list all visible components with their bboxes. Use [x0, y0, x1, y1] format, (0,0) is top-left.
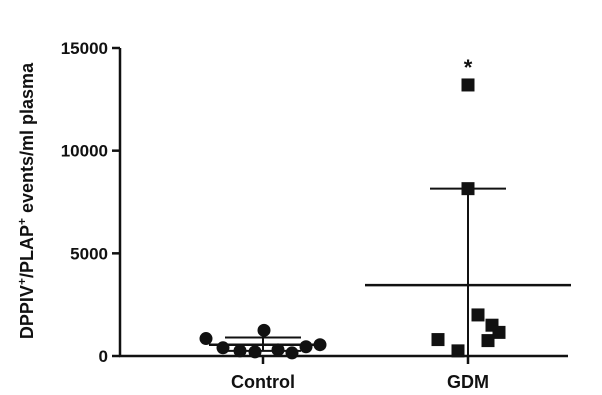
axes	[118, 48, 568, 358]
group-control	[199, 323, 327, 360]
annotations: *	[464, 55, 473, 80]
y-tick-label: 5000	[70, 244, 108, 263]
y-axis-title-part: /PLAP	[17, 225, 37, 278]
y-tick-label: 10000	[61, 142, 108, 161]
y-tick-label: 15000	[61, 39, 108, 58]
data-point	[461, 182, 475, 196]
data-marks	[199, 78, 571, 360]
y-axis-title-part: DPPIV	[17, 285, 37, 339]
y-ticks: 0 5000 10000 15000	[61, 39, 120, 366]
data-point	[471, 308, 485, 322]
data-point	[271, 343, 285, 357]
y-axis-title-part: events/ml plasma	[17, 62, 37, 218]
data-point	[313, 338, 327, 352]
group-gdm	[365, 78, 571, 358]
significance-marker: *	[464, 55, 473, 80]
y-axis-title-part: +	[15, 218, 29, 225]
data-point	[257, 323, 271, 337]
data-point	[492, 325, 506, 339]
y-axis-title-part: +	[15, 278, 29, 285]
data-point	[299, 340, 313, 354]
data-point	[216, 341, 230, 355]
y-tick-label: 0	[99, 347, 108, 366]
y-axis-title-text: DPPIV+/PLAP+ events/ml plasma	[15, 62, 37, 339]
data-point	[461, 78, 475, 92]
x-category-label: Control	[231, 372, 295, 392]
data-point	[481, 334, 495, 348]
x-category-label: GDM	[447, 372, 489, 392]
data-point	[451, 344, 465, 358]
data-point	[248, 345, 262, 359]
data-point	[199, 332, 213, 346]
data-point	[431, 333, 445, 347]
data-point	[233, 344, 247, 358]
data-point	[285, 346, 299, 360]
x-category-labels: Control GDM	[231, 356, 489, 392]
y-axis-title: DPPIV+/PLAP+ events/ml plasma	[15, 62, 37, 339]
